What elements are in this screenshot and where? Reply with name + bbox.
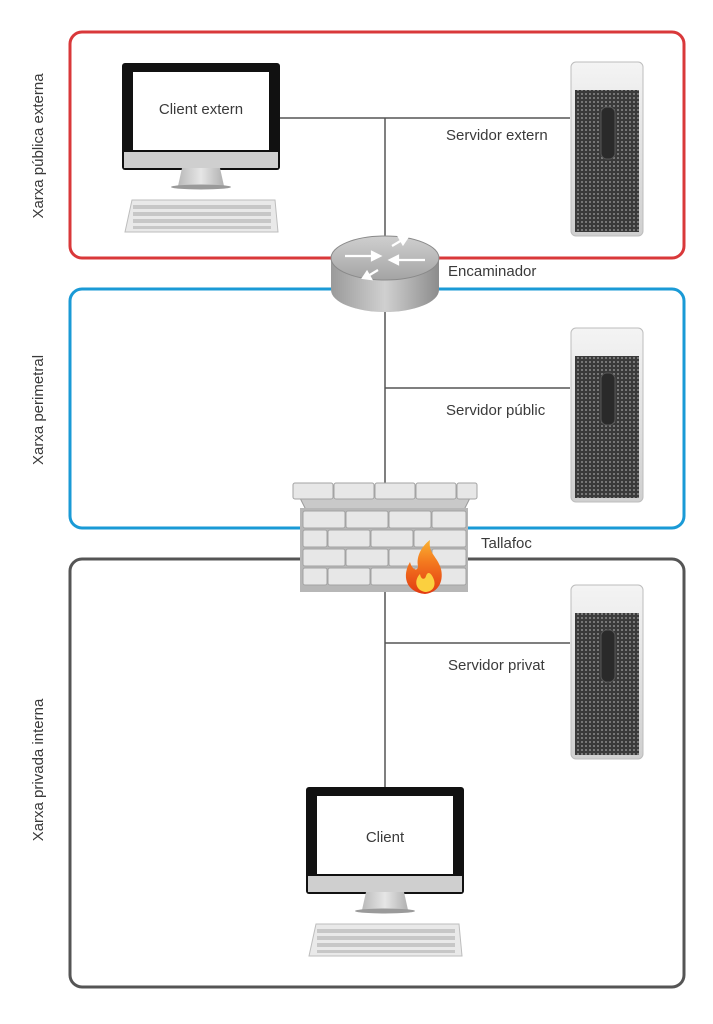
private-server-label: Servidor privat: [448, 657, 546, 674]
public-server-label: Servidor públic: [446, 402, 546, 419]
external-client-label: Client extern: [159, 101, 243, 118]
router-label: Encaminador: [448, 263, 536, 280]
external-zone-label: Xarxa pública externa: [30, 73, 47, 219]
firewall-label: Tallafoc: [481, 535, 532, 552]
private-server-tower-icon: [570, 584, 644, 760]
internal-zone-label: Xarxa privada interna: [30, 698, 47, 841]
router-icon: [330, 235, 440, 312]
client-label: Client: [366, 829, 405, 846]
network-links: [278, 117, 570, 787]
external-client-computer-icon: [122, 63, 280, 233]
perimeter-zone-label: Xarxa perimetral: [30, 355, 47, 465]
fire-icon: [405, 540, 442, 594]
firewall-icon: [292, 482, 478, 592]
client-computer-icon: [306, 787, 464, 957]
external-server-label: Servidor extern: [446, 127, 548, 144]
external-server-tower-icon: [570, 61, 644, 237]
public-server-tower-icon: [570, 327, 644, 503]
